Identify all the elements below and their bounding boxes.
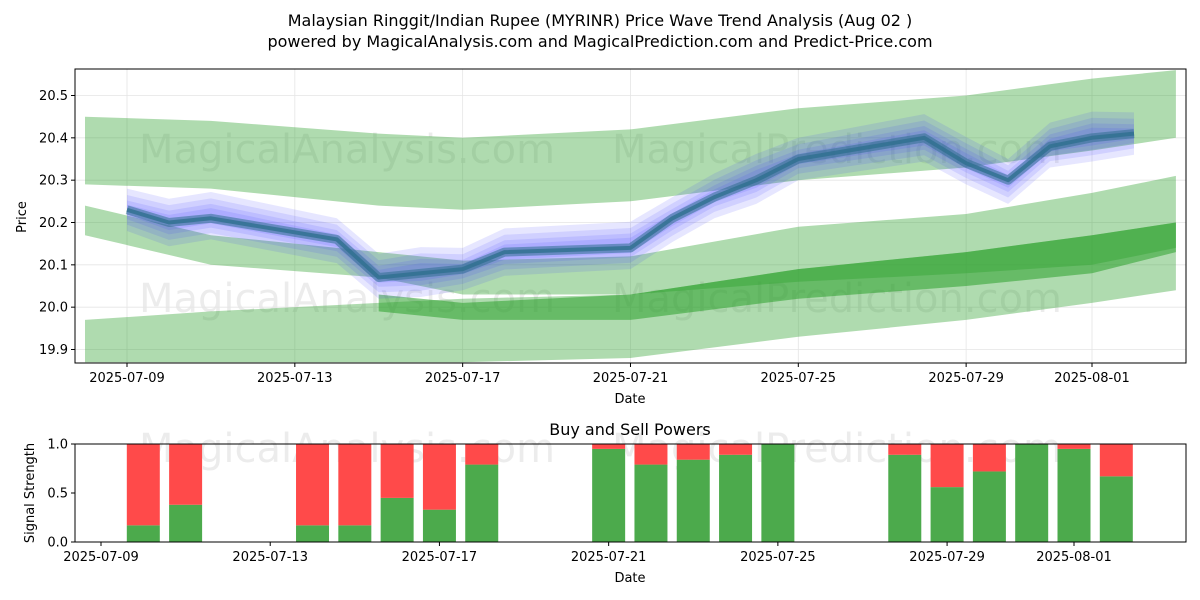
price-y-tick-label-5: 20.4	[39, 131, 68, 146]
signal-x-tick-label-0: 2025-07-09	[63, 550, 139, 565]
price-x-tick-label-1: 2025-07-13	[257, 371, 333, 386]
buy-bar-6	[465, 464, 499, 542]
sell-bar-13	[930, 444, 964, 488]
buy-bar-5	[422, 509, 456, 542]
sell-bar-10	[719, 444, 753, 455]
trend-band-3	[85, 222, 1176, 363]
signal-y-tick-label-0: 0.0	[47, 536, 68, 551]
sell-bar-12	[888, 444, 922, 455]
trend-band-4	[378, 222, 1176, 320]
signal-panel: 2025-07-09 2025-07-13 2025-07-17 2025-07-21…	[47, 438, 1187, 565]
signal-x-axis-label: Date	[614, 571, 645, 586]
buy-bar-4	[380, 497, 414, 542]
chart-subtitle: powered by MagicalAnalysis.com and Magic…	[267, 32, 932, 51]
buy-bar-9	[676, 459, 710, 542]
buy-bar-0	[126, 525, 160, 542]
sell-bar-5	[422, 444, 456, 510]
signal-y-tick-label-1: 0.5	[47, 487, 68, 502]
sell-bar-0	[126, 444, 160, 526]
price-x-tick-label-6: 2025-08-01	[1054, 371, 1130, 386]
buy-bar-12	[888, 454, 922, 542]
signal-x-tick-label-6: 2025-08-01	[1036, 550, 1112, 565]
signal-x-tick-label-4: 2025-07-25	[740, 550, 816, 565]
buy-bar-7	[592, 448, 626, 542]
sell-bar-14	[972, 444, 1006, 472]
buy-bar-15	[1015, 444, 1049, 542]
sell-bar-6	[465, 444, 499, 465]
sell-bar-7	[592, 444, 626, 449]
sell-bar-4	[380, 444, 414, 498]
trend-band-1	[85, 70, 1176, 210]
wave-envelope-3	[127, 123, 1134, 287]
buy-bar-14	[972, 471, 1006, 542]
price-y-tick-label-2: 20.1	[39, 258, 68, 273]
signal-x-tick-label-1: 2025-07-13	[232, 550, 308, 565]
watermark-top-left: MagicalAnalysis.com	[139, 127, 555, 173]
signal-y-axis-label: Signal Strength	[23, 443, 38, 543]
sell-bar-1	[169, 444, 203, 505]
sell-bar-16	[1057, 444, 1091, 449]
wave-envelope-2	[127, 117, 1134, 293]
price-x-tick-label-3: 2025-07-21	[593, 371, 669, 386]
signal-x-tick-label-3: 2025-07-21	[571, 550, 647, 565]
buy-bar-16	[1057, 448, 1091, 542]
sell-bar-17	[1099, 444, 1133, 477]
buy-bar-17	[1099, 476, 1133, 542]
buy-bar-11	[761, 444, 795, 542]
chart-title: Malaysian Ringgit/Indian Rupee (MYRINR) …	[288, 11, 913, 30]
price-x-tick-label-5: 2025-07-29	[928, 371, 1004, 386]
price-y-tick-label-4: 20.3	[39, 174, 68, 189]
buy-bar-1	[169, 504, 203, 542]
price-x-tick-label-4: 2025-07-25	[761, 371, 837, 386]
price-y-axis-label: Price	[15, 201, 30, 233]
signal-chart-title: Buy and Sell Powers	[549, 420, 711, 439]
signal-x-tick-label-5: 2025-07-29	[909, 550, 985, 565]
price-panel: 2025-07-09 2025-07-13 2025-07-17 2025-07-21…	[39, 68, 1187, 386]
buy-bar-10	[719, 454, 753, 542]
price-y-tick-label-6: 20.5	[39, 89, 68, 104]
price-x-tick-label-0: 2025-07-09	[89, 371, 165, 386]
buy-bar-13	[930, 487, 964, 542]
signal-x-tick-label-2: 2025-07-17	[402, 550, 478, 565]
sell-bar-2	[296, 444, 330, 526]
price-y-tick-label-0: 19.9	[39, 343, 68, 358]
signal-y-tick-label-2: 1.0	[47, 438, 68, 453]
price-line	[126, 131, 1135, 280]
wave-envelope-1	[127, 111, 1134, 299]
price-y-tick-label-3: 20.2	[39, 216, 68, 231]
price-y-tick-label-1: 20.0	[39, 301, 68, 316]
buy-bar-3	[338, 525, 372, 542]
sell-bar-8	[634, 444, 668, 465]
price-x-tick-label-2: 2025-07-17	[425, 371, 501, 386]
buy-bar-2	[296, 525, 330, 542]
sell-bar-3	[338, 444, 372, 526]
price-x-axis-label: Date	[614, 392, 645, 407]
sell-bar-9	[676, 444, 710, 460]
buy-bar-8	[634, 464, 668, 542]
